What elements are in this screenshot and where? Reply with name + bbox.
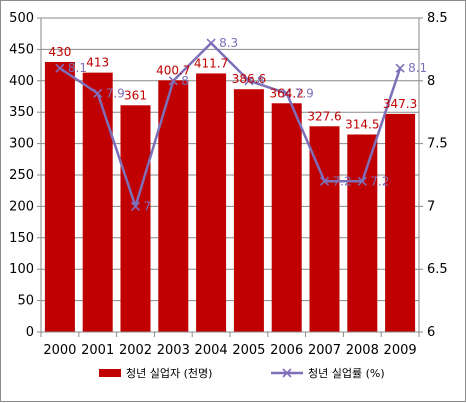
bar-data-label: 400.7 [156,63,190,77]
bar-data-label: 413 [86,56,109,70]
bar [82,72,113,333]
y-right-tick-label: 8 [427,74,435,89]
x-tick-label: 2003 [157,343,190,358]
line-data-label: 8.1 [408,61,427,75]
x-tick-label: 2000 [43,343,76,358]
y-right-tick-label: 7 [427,199,435,214]
line-data-label: 7.9 [106,86,125,100]
bar-data-label: 361 [124,88,147,102]
line-point-marker [206,38,216,48]
line-data-label: 7.2 [333,174,352,188]
line-point-marker [55,63,65,73]
bar-data-label: 430 [48,45,71,59]
line-point-marker [282,88,292,98]
y-left-tick-label: 50 [17,294,34,309]
y-right-tick-label: 6 [427,325,435,340]
bar [120,105,151,333]
x-tick-label: 2009 [384,343,417,358]
line-data-label: 8 [181,74,189,88]
legend-swatch-bar [99,369,121,377]
bar [196,73,227,333]
bar-data-label: 411.7 [194,56,228,70]
x-tick-label: 2007 [308,343,341,358]
bar [385,113,416,332]
line-data-label: 7.9 [295,86,314,100]
bar-data-label: 386.6 [232,72,266,86]
bar-data-label: 327.6 [307,109,341,123]
bar-series [44,61,416,333]
bar-data-label: 364.2 [270,86,304,100]
y-left-tick-label: 150 [9,231,34,246]
bar [271,103,302,332]
line-point-marker [319,176,330,186]
line-point-marker [93,88,103,98]
legend-label-line: 청년 실업률 (%) [308,367,385,380]
legend-marker-line [282,368,292,378]
y-left-tick-label: 300 [9,137,34,152]
bar [347,134,378,332]
y-left-tick-label: 250 [9,168,34,183]
x-tick-label: 2001 [81,343,114,358]
bar [233,89,264,332]
line-path [59,41,402,208]
bar [44,61,75,333]
line-data-label: 8 [257,74,265,88]
line-data-label: 7 [144,199,152,213]
line-point-marker [244,76,254,86]
x-tick-label: 2008 [346,343,379,358]
line-point-marker [168,76,178,86]
x-tick-label: 2002 [119,343,152,358]
y-right-tick-label: 6.5 [427,262,448,277]
line-point-marker [395,63,405,73]
x-tick-label: 2006 [270,343,303,358]
y-left-tick-label: 100 [9,262,34,277]
line-data-label: 8.1 [68,61,87,75]
y-left-tick-label: 450 [9,42,34,57]
y-left-tick-label: 400 [9,74,34,89]
y-left-tick-label: 0 [26,325,34,340]
axes: 05010015020025030035040045050066.577.588… [9,11,448,358]
line-point-marker [130,201,141,211]
y-left-tick-label: 200 [9,199,34,214]
legend: 청년 실업자 (천명) 청년 실업률 (%) [99,366,385,380]
y-left-tick-label: 500 [9,11,34,26]
bar-data-label: 314.5 [345,117,379,131]
bar [158,80,189,332]
legend-label-bar: 청년 실업자 (천명) [126,366,212,380]
line-point-marker [357,176,367,186]
line-series [55,38,405,211]
y-left-tick-label: 350 [9,105,34,120]
line-data-label: 8.3 [219,36,238,50]
line-data-label: 7.2 [370,174,389,188]
bar-data-label: 347.3 [383,97,417,111]
x-tick-label: 2004 [195,343,228,358]
x-tick-label: 2005 [232,343,265,358]
y-right-tick-label: 8.5 [427,11,448,26]
y-right-tick-label: 7.5 [427,137,448,152]
